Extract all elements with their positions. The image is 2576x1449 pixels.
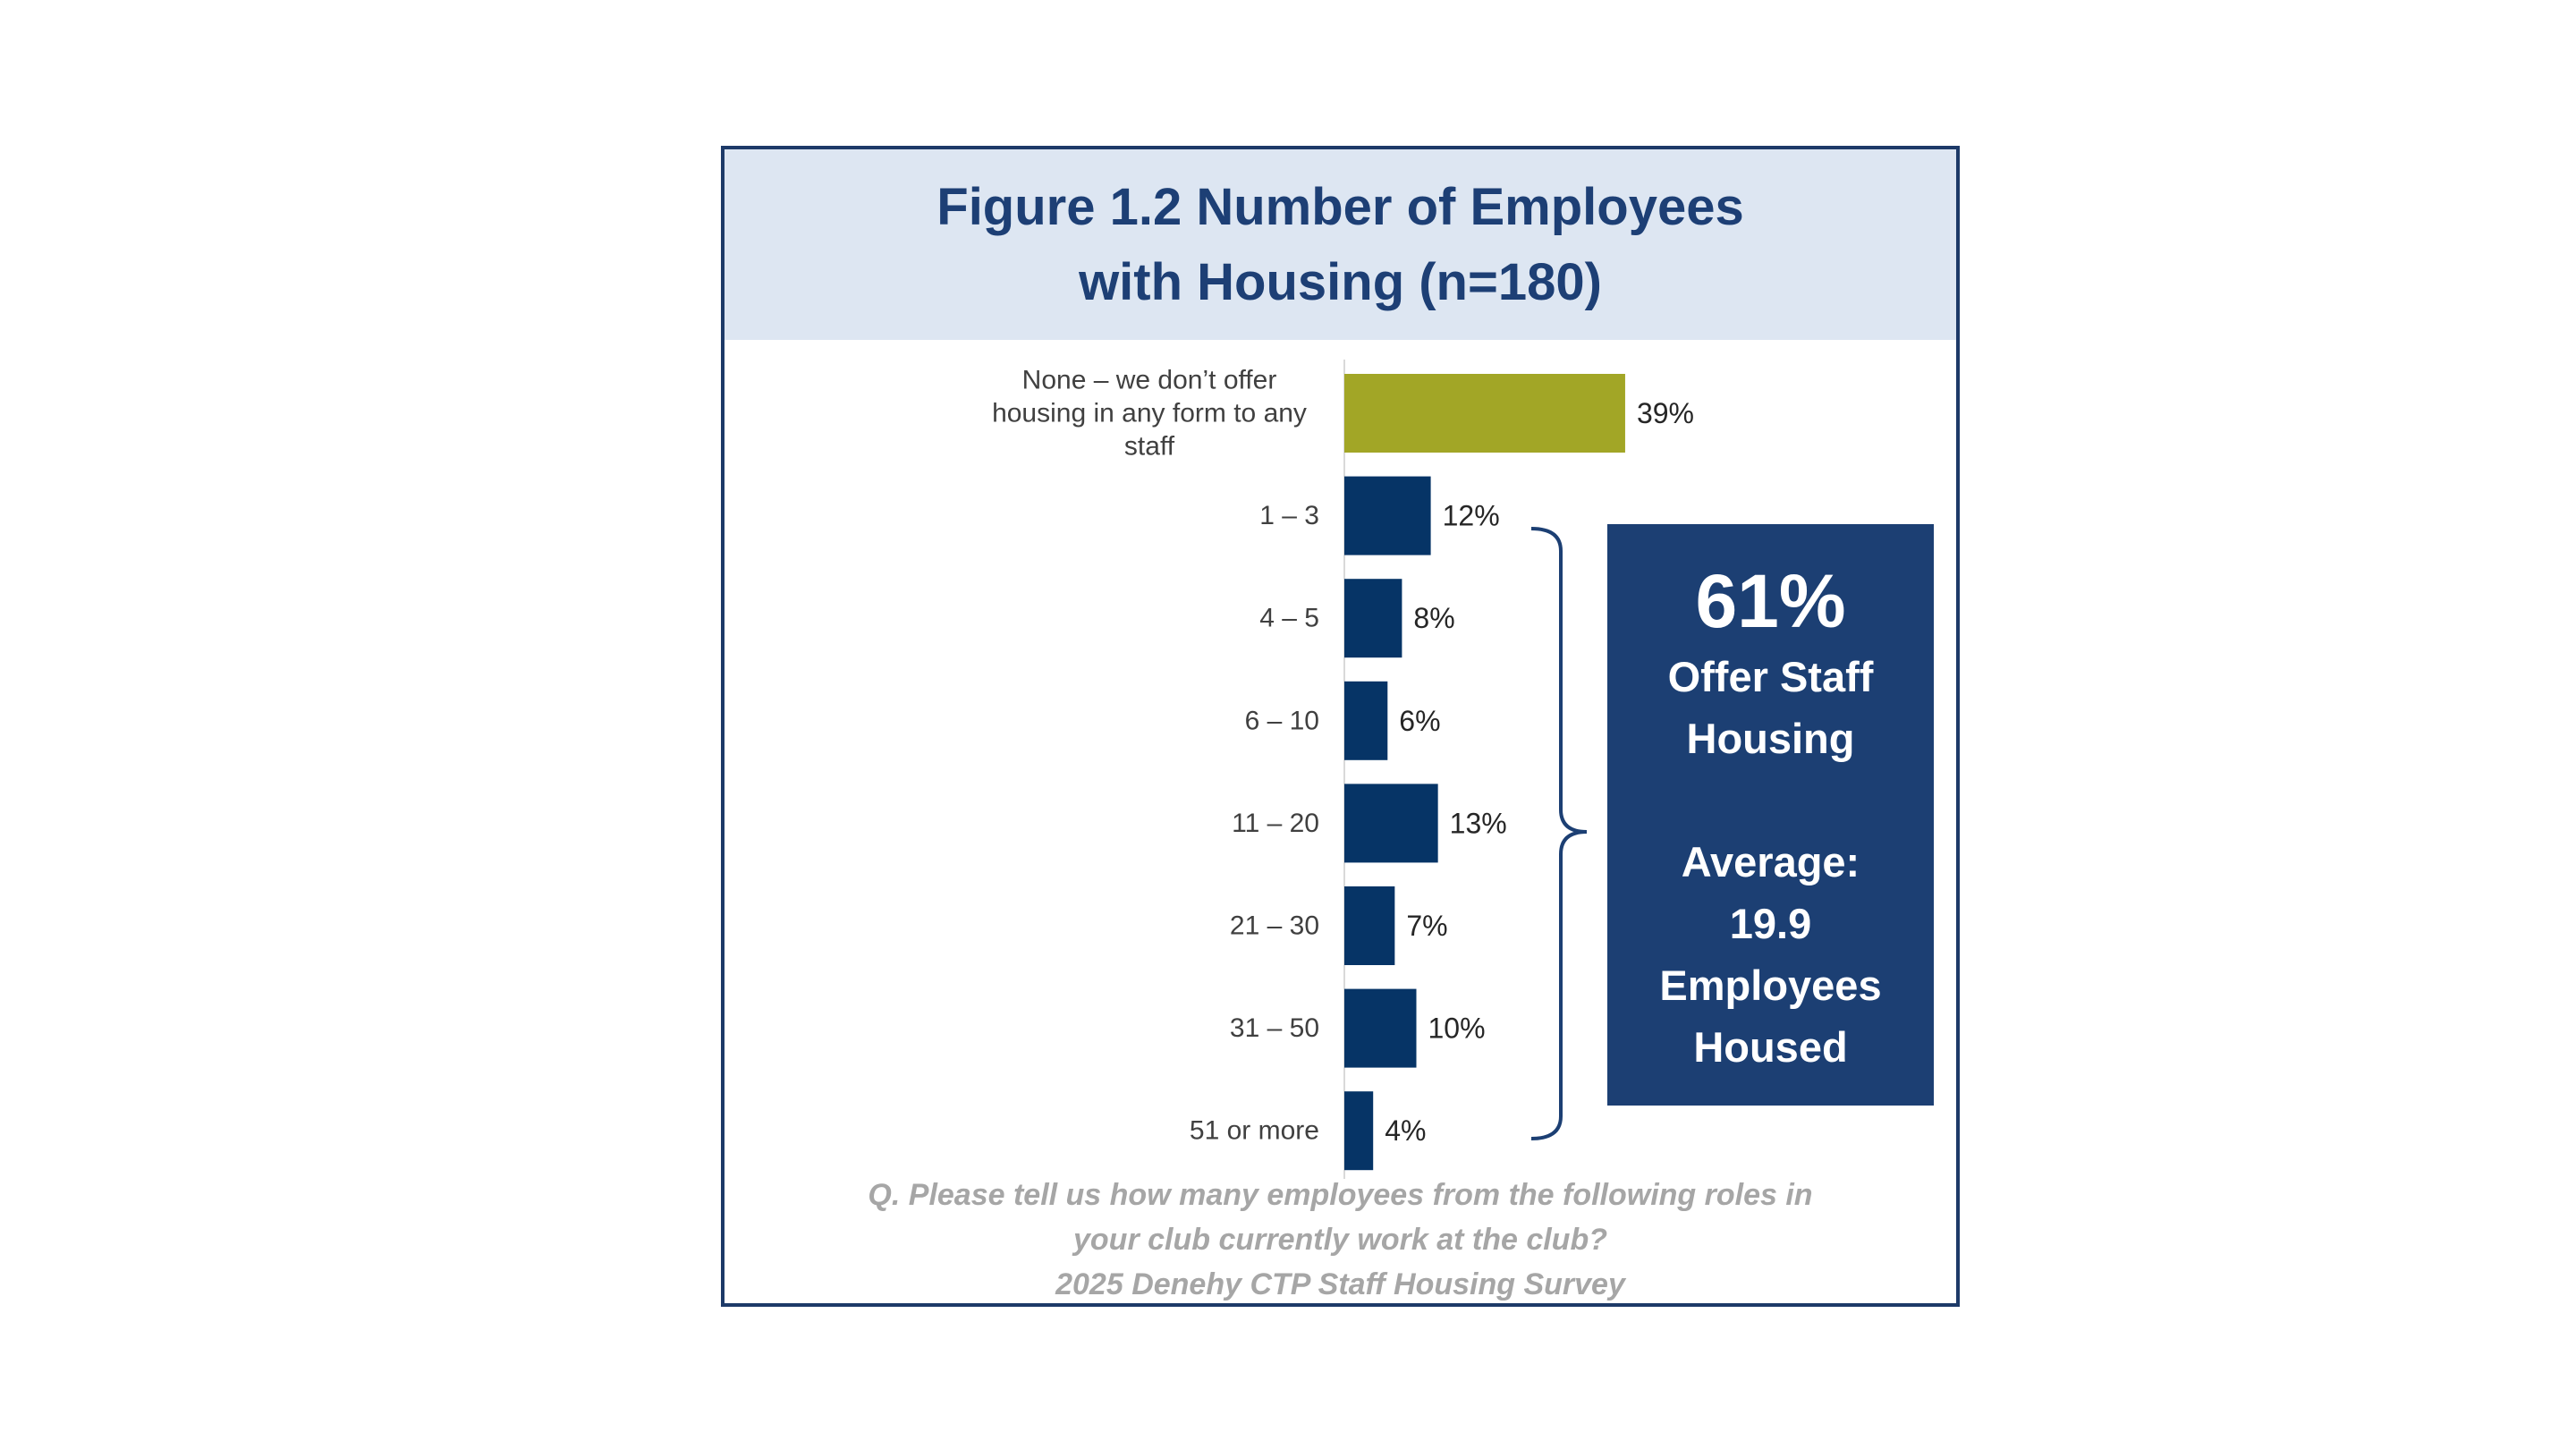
bar-2 (1344, 579, 1402, 658)
category-label-3-line-0: 6 – 10 (1245, 706, 1319, 735)
callout-line-3: Average: (1681, 838, 1860, 886)
bar-0 (1344, 374, 1625, 453)
bracket (1530, 527, 1588, 1140)
category-label-0-line-2: staff (1124, 432, 1175, 462)
callout-line-1: Offer Staff (1667, 653, 1874, 700)
footnote-line-1: Q. Please tell us how many employees fro… (868, 1178, 1813, 1212)
bar-5 (1344, 886, 1395, 965)
question-footnote: Q. Please tell us how many employees fro… (721, 1173, 1960, 1307)
callout-line-4: 19.9 (1729, 900, 1812, 947)
value-label-6: 10% (1428, 1013, 1486, 1045)
callout-line-2: Housing (1686, 715, 1855, 762)
value-label-3: 6% (1399, 705, 1440, 737)
category-label-5-line-0: 21 – 30 (1230, 911, 1319, 941)
category-label-2-line-0: 4 – 5 (1259, 604, 1319, 633)
bar-4 (1344, 784, 1438, 863)
value-labels: 39% 12% 8% 6% 13% 7% 10% 4% (1385, 397, 1694, 1147)
category-label-0-line-0: None – we don’t offer (1022, 366, 1277, 395)
bars-layer (1344, 374, 1625, 1171)
bar-6 (1344, 988, 1417, 1068)
callout-percent: 61% (1695, 559, 1846, 643)
bar-1 (1344, 476, 1431, 555)
bar-3 (1344, 681, 1388, 760)
callout-line-5: Employees (1659, 962, 1882, 1009)
category-labels: None – we don’t offer housing in any form… (992, 366, 1319, 1146)
value-label-1: 12% (1443, 500, 1500, 532)
bar-7 (1344, 1091, 1374, 1171)
category-label-1-line-0: 1 – 3 (1259, 501, 1319, 530)
callout-line-6: Housed (1693, 1023, 1848, 1071)
value-label-4: 13% (1450, 807, 1507, 839)
footnote-line-2: your club currently work at the club? (1073, 1223, 1607, 1257)
value-label-7: 4% (1385, 1114, 1426, 1147)
value-label-5: 7% (1406, 910, 1447, 942)
summary-callout: 61% Offer Staff Housing Average: 19.9 Em… (1607, 524, 1934, 1106)
value-label-0: 39% (1637, 397, 1694, 429)
figure-title-line-1: Figure 1.2 Number of Employees (936, 177, 1744, 236)
category-label-0-line-1: housing in any form to any (992, 399, 1307, 428)
figure-title-line-2: with Housing (n=180) (1079, 252, 1602, 311)
category-label-4-line-0: 11 – 20 (1232, 809, 1319, 838)
category-label-7-line-0: 51 or more (1190, 1116, 1319, 1146)
category-label-6-line-0: 31 – 50 (1230, 1013, 1319, 1043)
footnote-line-3: 2025 Denehy CTP Staff Housing Survey (1055, 1267, 1625, 1301)
title-band: Figure 1.2 Number of Employees with Hous… (724, 149, 1956, 340)
value-label-2: 8% (1413, 602, 1454, 634)
